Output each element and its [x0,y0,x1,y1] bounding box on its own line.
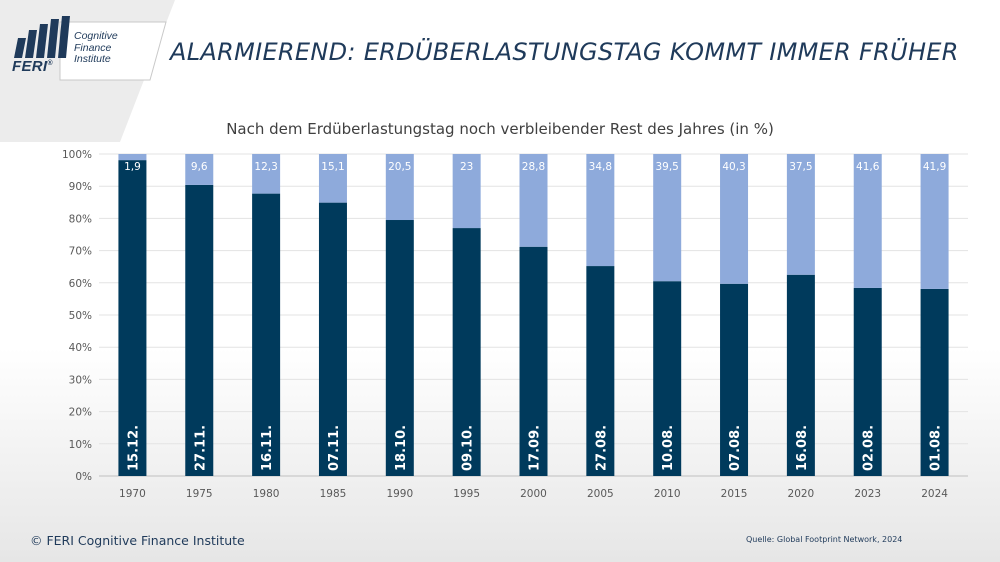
x-tick-label: 2005 [587,488,614,500]
data-label-date: 27.08. [594,425,609,471]
y-tick-label: 20% [69,407,92,419]
x-tick-label: 2015 [721,488,748,500]
x-tick-label: 1985 [320,488,347,500]
bar-segment-light [519,154,548,247]
x-tick-label: 2023 [854,488,881,500]
bar-segment-dark [118,160,147,477]
data-label-remaining: 40,3 [722,161,745,173]
y-tick-label: 80% [69,213,92,225]
data-label-date: 17.09. [528,425,543,471]
logo-brand-text: FERI [12,58,48,75]
bar-segment-dark [653,281,682,476]
page-title: ALARMIEREND: ERDÜBERLASTUNGSTAG KOMMT IM… [170,38,959,66]
logo-line-2: Finance [74,41,112,54]
data-label-date: 15.12. [126,425,141,471]
data-label-date: 27.11. [193,425,208,471]
bar-segment-dark [586,266,615,476]
footer-copyright: © FERI Cognitive Finance Institute [30,533,245,548]
x-tick-label: 1995 [453,488,480,500]
x-tick-label: 2024 [921,488,948,500]
bar-segment-light [586,154,615,267]
y-tick-label: 10% [69,439,92,451]
data-label-date: 01.08. [929,425,944,471]
data-label-remaining: 28,8 [522,161,545,173]
bar-segment-dark [385,220,414,476]
data-label-remaining: 12,3 [254,161,277,173]
y-tick-label: 100% [62,149,92,161]
x-tick-label: 1980 [253,488,280,500]
bar-segment-light [853,154,882,288]
bar-segment-dark [318,202,347,476]
logo-brand-mark: ® [47,60,53,67]
bar-segment-dark [452,228,481,476]
data-label-remaining: 20,5 [388,161,411,173]
logo-brand: FERI® [12,58,53,75]
bar-segment-dark [185,184,214,477]
feri-logo-icon [14,16,70,58]
chart-title: Nach dem Erdüberlastungstag noch verblei… [226,120,774,138]
data-label-date: 16.11. [260,425,275,471]
y-tick-label: 60% [69,278,92,290]
y-tick-label: 50% [69,310,92,322]
x-tick-label: 2010 [654,488,681,500]
x-tick-label: 2020 [788,488,815,500]
data-label-remaining: 37,5 [789,161,812,173]
data-label-remaining: 15,1 [321,161,344,173]
bar-segment-light [720,154,749,284]
bar-segment-light [385,154,414,221]
logo-line-3: Institute [74,53,111,65]
bar-segment-dark [720,283,749,476]
data-label-date: 16.08. [795,425,810,471]
bar-segment-dark [519,246,548,476]
logo-text: Cognitive Finance Institute [74,30,118,66]
bar-segment-light [318,154,347,203]
data-label-remaining: 41,6 [856,161,880,173]
data-label-remaining: 34,8 [589,161,612,173]
y-tick-label: 30% [69,374,92,386]
y-tick-label: 40% [69,342,92,354]
y-tick-label: 0% [75,471,92,483]
data-label-date: 09.10. [461,425,476,471]
data-label-remaining: 41,9 [923,161,946,173]
data-label-remaining: 9,6 [191,161,208,173]
x-tick-label: 2000 [520,488,547,500]
x-tick-label: 1990 [386,488,413,500]
y-tick-label: 70% [69,246,92,258]
data-label-date: 18.10. [394,425,409,471]
data-label-date: 02.08. [862,425,877,471]
data-label-remaining: 1,9 [124,161,141,173]
data-label-remaining: 23 [460,161,473,173]
bar-segment-dark [786,274,815,476]
bar-segment-light [185,154,214,185]
data-label-date: 07.08. [728,425,743,471]
bar-segment-light [920,154,949,289]
bar-segment-light [252,154,281,194]
bar-segment-dark [920,288,949,476]
x-tick-label: 1970 [119,488,146,500]
bar-segment-light [786,154,815,275]
y-tick-label: 90% [69,181,92,193]
footer-source: Quelle: Global Footprint Network, 2024 [746,535,903,544]
bar-segment-light [452,154,481,229]
bar-segment-light [653,154,682,282]
logo-line-1: Cognitive [74,30,118,42]
data-label-date: 10.08. [661,425,676,471]
bar-segment-dark [853,287,882,476]
x-tick-label: 1975 [186,488,213,500]
bar-segment-light [118,154,147,161]
bar-segment-dark [252,193,281,476]
data-label-remaining: 39,5 [655,161,678,173]
data-label-date: 07.11. [327,425,342,471]
